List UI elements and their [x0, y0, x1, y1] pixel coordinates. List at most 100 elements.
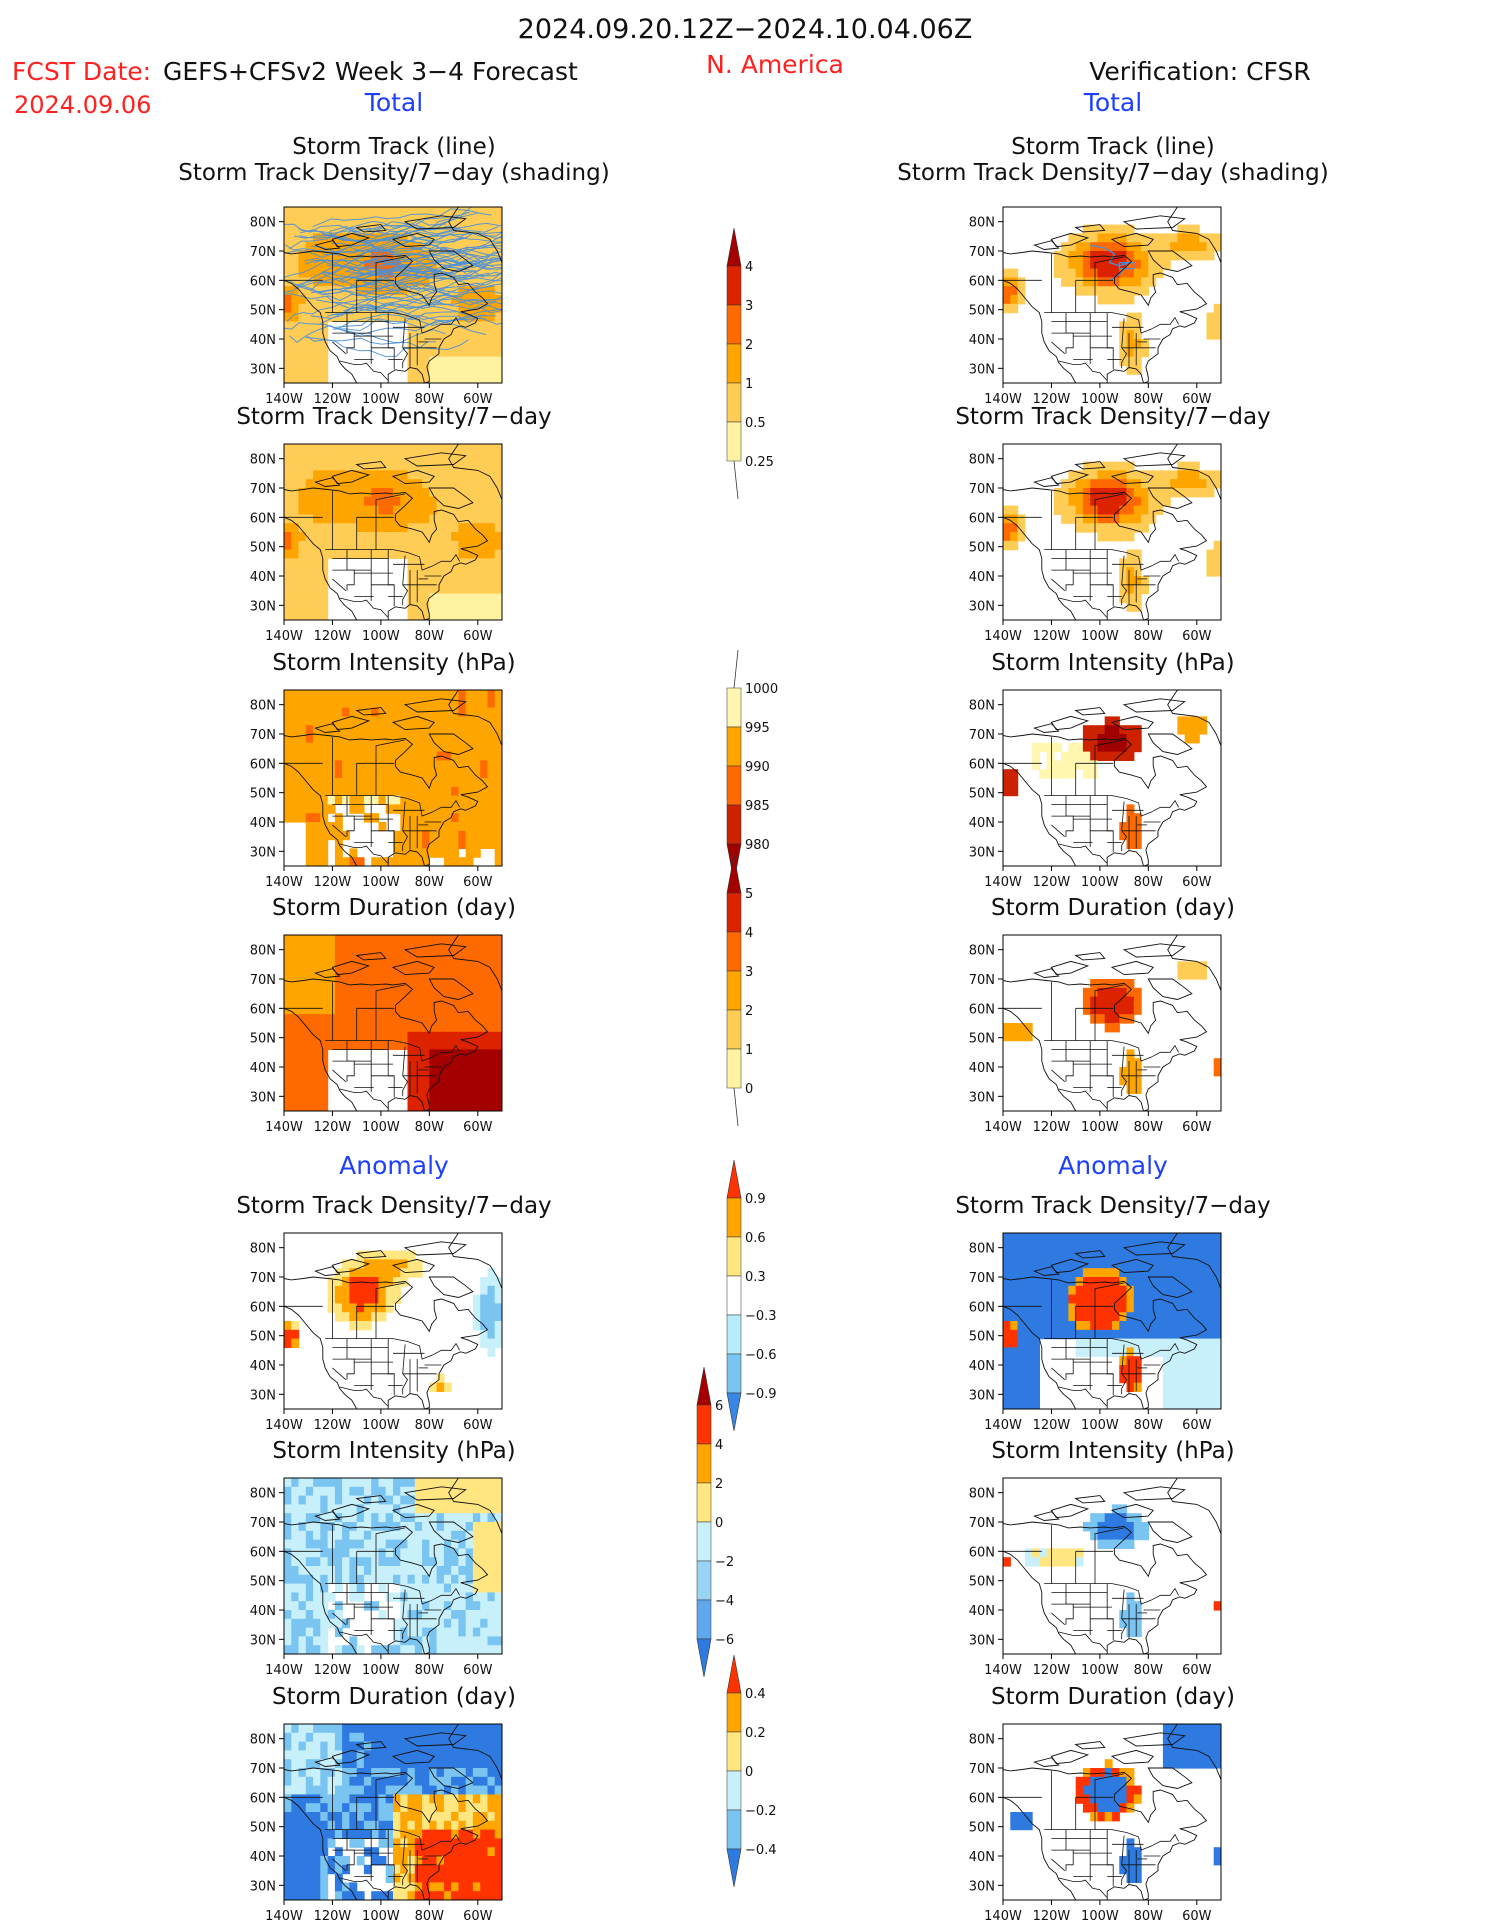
lon-tick-label: 120W [314, 1120, 352, 1135]
lat-tick-label: 50N [969, 541, 995, 556]
lon-tick-label: 100W [1081, 1663, 1119, 1678]
verification-map-panel: Storm Intensity (hPa) 80N 70N 60N 50N 40N 30N 1… [969, 650, 1235, 890]
lon-tick-label: 140W [265, 1120, 303, 1135]
lat-tick-label: 40N [969, 1359, 995, 1374]
lon-tick-label: 140W [984, 629, 1022, 644]
left-total-label: Total [364, 88, 423, 117]
panel-title: Storm Intensity (hPa) [991, 650, 1234, 676]
lat-tick-label: 70N [969, 728, 995, 743]
lat-tick-label: 80N [969, 216, 995, 231]
lat-tick-label: 40N [250, 333, 276, 348]
lon-tick-label: 140W [984, 392, 1022, 407]
colorbar-tick-label: 0.4 [745, 1687, 766, 1702]
panel-title: Storm Track (line) [292, 134, 495, 160]
lat-tick-label: 50N [250, 304, 276, 319]
lat-tick-label: 80N [250, 1487, 276, 1502]
lat-tick-label: 30N [969, 1090, 995, 1105]
colorbar-tick-label: 6 [715, 1399, 723, 1414]
lon-tick-label: 80W [1134, 875, 1164, 890]
lat-tick-label: 50N [969, 1575, 995, 1590]
colorbar-density-total: 4 3 2 1 0.5 0.25 [726, 227, 774, 500]
lat-tick-label: 50N [250, 787, 276, 802]
forecast-map-panel: Storm Track Density/7−day 80N 70N 60N 50N 40N… [236, 1193, 551, 1433]
lon-tick-label: 140W [984, 875, 1022, 890]
lat-tick-label: 30N [250, 599, 276, 614]
lat-tick-label: 60N [969, 1002, 995, 1017]
verification-map-panel: Storm Track (line)Storm Track Density/7−… [897, 134, 1328, 407]
lat-tick-label: 40N [969, 570, 995, 585]
lon-tick-label: 80W [415, 1909, 445, 1924]
lat-tick-label: 30N [250, 1388, 276, 1403]
lat-tick-label: 60N [250, 1002, 276, 1017]
lon-tick-label: 80W [415, 1120, 445, 1135]
panel-title: Storm Track Density/7−day [955, 404, 1270, 430]
lat-tick-label: 80N [250, 453, 276, 468]
colorbar-tick-label: 0 [715, 1516, 723, 1531]
forecast-map-panel: Storm Duration (day) 80N 70N 60N 50N 40N 30N 14… [250, 1684, 516, 1924]
forecast-map-panel: Storm Track Density/7−day 80N 70N 60N 50N 40N… [236, 404, 551, 644]
colorbar-tick-label: 0.25 [745, 455, 774, 470]
panel-title: Storm Intensity (hPa) [991, 1438, 1234, 1464]
panel-title: Storm Duration (day) [991, 895, 1235, 921]
lon-tick-label: 140W [265, 1909, 303, 1924]
lat-tick-label: 30N [250, 845, 276, 860]
map-panels: Storm Track (line) Storm Track Density/7−… [178, 134, 1328, 1924]
lat-tick-label: 40N [969, 816, 995, 831]
colorbar-tick-label: 2 [715, 1477, 723, 1492]
lon-tick-label: 100W [362, 1909, 400, 1924]
lon-tick-label: 80W [415, 875, 445, 890]
lat-tick-label: 80N [969, 1733, 995, 1748]
lat-tick-label: 40N [969, 1604, 995, 1619]
lon-tick-label: 60W [1182, 1418, 1212, 1433]
forecast-map-panel: Storm Intensity (hPa) 80N 70N 60N 50N 40N 30N 1… [250, 650, 516, 890]
lat-tick-label: 30N [969, 1388, 995, 1403]
colorbar-tick-label: 980 [745, 838, 770, 853]
lat-tick-label: 30N [250, 1633, 276, 1648]
lon-tick-label: 140W [984, 1120, 1022, 1135]
lon-tick-label: 120W [314, 875, 352, 890]
lon-tick-label: 100W [1081, 875, 1119, 890]
lat-tick-label: 40N [250, 1850, 276, 1865]
colorbar-tick-label: 1 [745, 377, 753, 392]
lat-tick-label: 80N [250, 216, 276, 231]
lat-tick-label: 70N [250, 482, 276, 497]
lat-tick-label: 80N [250, 944, 276, 959]
fcst-date: 2024.09.06 [14, 91, 151, 119]
lon-tick-label: 120W [1033, 629, 1071, 644]
lon-tick-label: 100W [362, 629, 400, 644]
colorbar-tick-label: 2 [745, 338, 753, 353]
lat-tick-label: 30N [250, 1879, 276, 1894]
forecast-map-panel: Storm Track (line)Storm Track Density/7−… [178, 134, 609, 407]
panel-title: Storm Intensity (hPa) [272, 650, 515, 676]
lat-tick-label: 40N [250, 1061, 276, 1076]
colorbar-tick-label: −0.2 [745, 1804, 777, 1819]
colorbar-tick-label: 995 [745, 721, 770, 736]
colorbar-tick-label: 0.6 [745, 1231, 766, 1246]
lat-tick-label: 40N [250, 570, 276, 585]
lon-tick-label: 80W [415, 1663, 445, 1678]
lon-tick-label: 140W [984, 1909, 1022, 1924]
left-model-title: GEFS+CFSv2 Week 3−4 Forecast [163, 57, 578, 86]
lon-tick-label: 60W [463, 392, 493, 407]
lon-tick-label: 120W [314, 1418, 352, 1433]
lat-tick-label: 30N [969, 362, 995, 377]
lon-tick-label: 100W [362, 1663, 400, 1678]
colorbar-tick-label: 0.9 [745, 1192, 766, 1207]
lat-tick-label: 40N [250, 1359, 276, 1374]
lat-tick-label: 70N [969, 1271, 995, 1286]
lon-tick-label: 120W [1033, 392, 1071, 407]
lon-tick-label: 100W [362, 1120, 400, 1135]
verification-map-panel: Storm Track Density/7−day 80N 70N 60N 50N 40N… [955, 404, 1270, 644]
lon-tick-label: 100W [1081, 1120, 1119, 1135]
lon-tick-label: 80W [1134, 1120, 1164, 1135]
lat-tick-label: 40N [969, 1850, 995, 1865]
lon-tick-label: 60W [1182, 392, 1212, 407]
lat-tick-label: 50N [969, 304, 995, 319]
lat-tick-label: 60N [969, 1791, 995, 1806]
colorbar-tick-label: −0.3 [745, 1309, 777, 1324]
verification-map-panel: Storm Intensity (hPa) 80N 70N 60N 50N 40N 30N 1… [969, 1438, 1235, 1678]
forecast-map-panel: Storm Duration (day) 80N 70N 60N 50N 40N 30N 14… [250, 895, 516, 1135]
lon-tick-label: 100W [1081, 1909, 1119, 1924]
lon-tick-label: 60W [1182, 1663, 1212, 1678]
